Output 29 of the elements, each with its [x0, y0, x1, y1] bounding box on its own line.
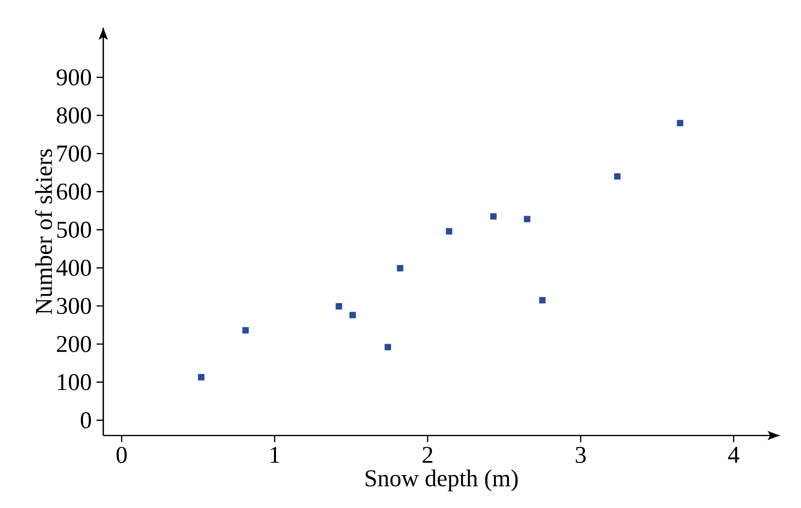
point: [198, 374, 204, 380]
y-tick-label: 300: [57, 298, 91, 314]
point: [349, 312, 356, 318]
point: [539, 297, 546, 304]
y-tick-label: 400: [56, 260, 91, 276]
point: [384, 344, 392, 350]
x-axis-title: Snow depth (m): [366, 470, 518, 492]
point: [242, 327, 249, 334]
x-tick-label: 1: [270, 446, 280, 463]
point: [446, 228, 452, 234]
x-tick-label: 4: [728, 446, 740, 463]
y-tick-label: 600: [56, 184, 91, 200]
point: [396, 265, 404, 272]
y-axis-title: Number of skiers: [34, 149, 52, 314]
point: [336, 303, 342, 310]
y-tick-label: 500: [57, 222, 91, 238]
point: [490, 213, 497, 220]
x-tick-label: 0: [116, 446, 127, 464]
y-tick-label: 700: [57, 145, 91, 162]
y-tick-label: 900: [56, 69, 91, 86]
y-tick-label: 0: [80, 412, 91, 428]
x-tick-label: 3: [576, 446, 586, 463]
point: [676, 120, 684, 126]
point: [524, 216, 530, 222]
y-tick-label: 800: [56, 107, 91, 124]
x-tick-label: 2: [422, 446, 432, 463]
point: [614, 173, 621, 180]
y-tick-label: 100: [58, 374, 91, 390]
y-tick-label: 200: [56, 336, 91, 352]
